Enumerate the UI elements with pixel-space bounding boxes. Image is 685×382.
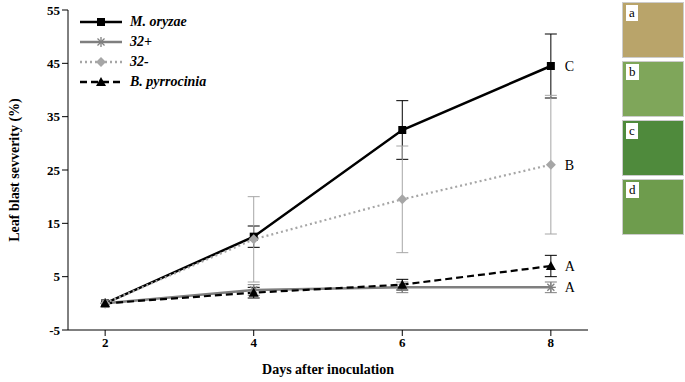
svg-text:-5: -5	[49, 323, 60, 338]
html-text:d: d	[629, 182, 636, 197]
svg-text:15: 15	[47, 216, 61, 231]
html-text:c: c	[629, 123, 635, 138]
svg-text:C: C	[565, 59, 574, 74]
svg-text:5: 5	[54, 269, 61, 284]
svg-text:8: 8	[548, 335, 555, 350]
html-text:32+: 32+	[130, 34, 152, 49]
svg-text:A: A	[565, 259, 576, 274]
svg-text:45: 45	[47, 56, 61, 71]
html-text:M. oryzae: M. oryzae	[130, 14, 187, 29]
svg-text:55: 55	[47, 3, 61, 18]
svg-text:Days after inoculation: Days after inoculation	[262, 362, 394, 377]
svg-text:Leaf blast sevverity (%): Leaf blast sevverity (%)	[7, 98, 23, 242]
svg-text:A: A	[565, 280, 576, 295]
svg-text:2: 2	[102, 335, 109, 350]
svg-text:35: 35	[47, 109, 61, 124]
svg-text:25: 25	[47, 163, 61, 178]
svg-text:4: 4	[250, 335, 257, 350]
svg-text:B: B	[565, 158, 574, 173]
html-text:b: b	[629, 64, 636, 79]
html-text:B. pyrrocinia: B. pyrrocinia	[130, 74, 207, 89]
html-text:32-: 32-	[130, 54, 149, 69]
html-text:a: a	[629, 5, 635, 20]
svg-text:6: 6	[399, 335, 406, 350]
